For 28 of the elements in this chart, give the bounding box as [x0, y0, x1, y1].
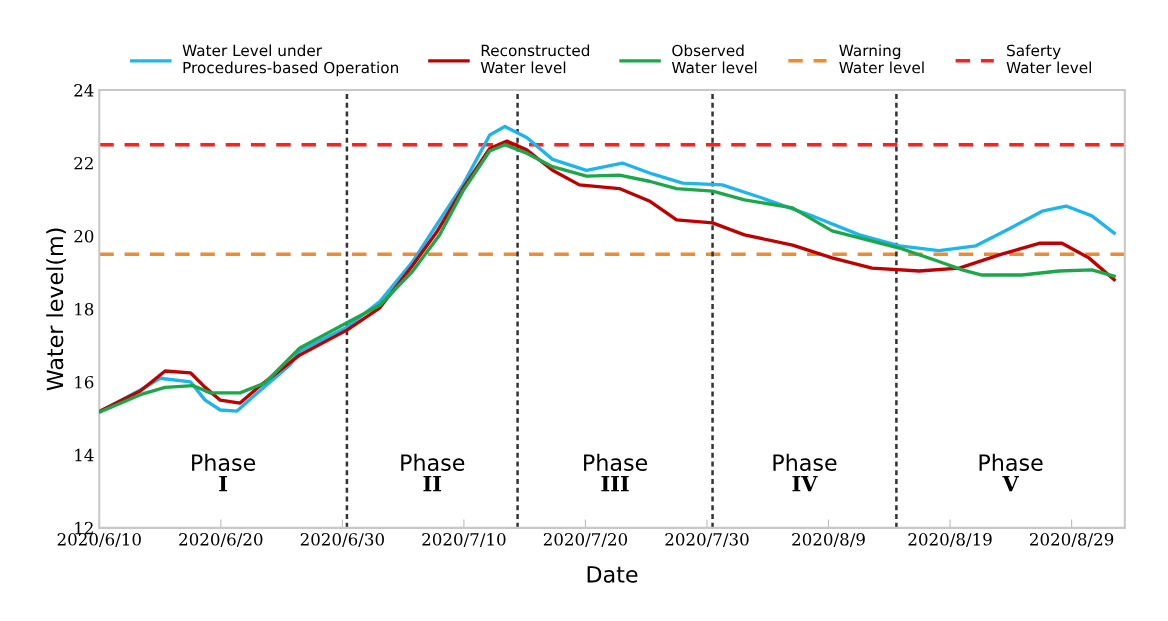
- annotation: Phase I: [192, 453, 256, 492]
- legend-label: Saferty Water level: [1006, 44, 1091, 74]
- legend-label: Warning Water level: [839, 44, 924, 74]
- y-tick-label: 20: [74, 229, 94, 243]
- y-tick-label: 16: [75, 375, 94, 389]
- annotation: Phase III: [584, 453, 648, 492]
- x-tick-label: 2020/6/30: [300, 533, 384, 547]
- annotation: Phase II: [401, 453, 465, 492]
- x-tick-label: 2020/6/10: [57, 533, 141, 547]
- x-axis-title: Date: [587, 566, 638, 583]
- legend-label: Observed Water level: [671, 44, 757, 74]
- x-tick-label: 2020/8/29: [1030, 533, 1114, 547]
- y-tick-label: 12: [75, 521, 93, 535]
- x-tick-label: 2020/7/10: [422, 533, 506, 547]
- x-tick-label: 2020/7/30: [665, 533, 749, 547]
- x-tick-label: 2020/8/9: [792, 533, 865, 547]
- y-tick-label: 22: [74, 156, 93, 170]
- y-tick-label: 18: [75, 302, 94, 316]
- legend-label: Reconstructed Water level: [480, 44, 590, 74]
- annotation: Phase IV: [773, 453, 837, 492]
- y-axis-title: Water level(m): [46, 228, 66, 391]
- y-tick-label: 14: [75, 448, 94, 462]
- x-tick-label: 2020/8/19: [908, 533, 992, 547]
- annotation: Phase V: [979, 453, 1043, 492]
- x-tick-label: 2020/6/20: [179, 533, 263, 547]
- legend-label: Water Level under Procedures-based Operation: [182, 44, 398, 77]
- y-tick-label: 24: [74, 84, 94, 97]
- x-tick-label: 2020/7/20: [543, 533, 628, 547]
